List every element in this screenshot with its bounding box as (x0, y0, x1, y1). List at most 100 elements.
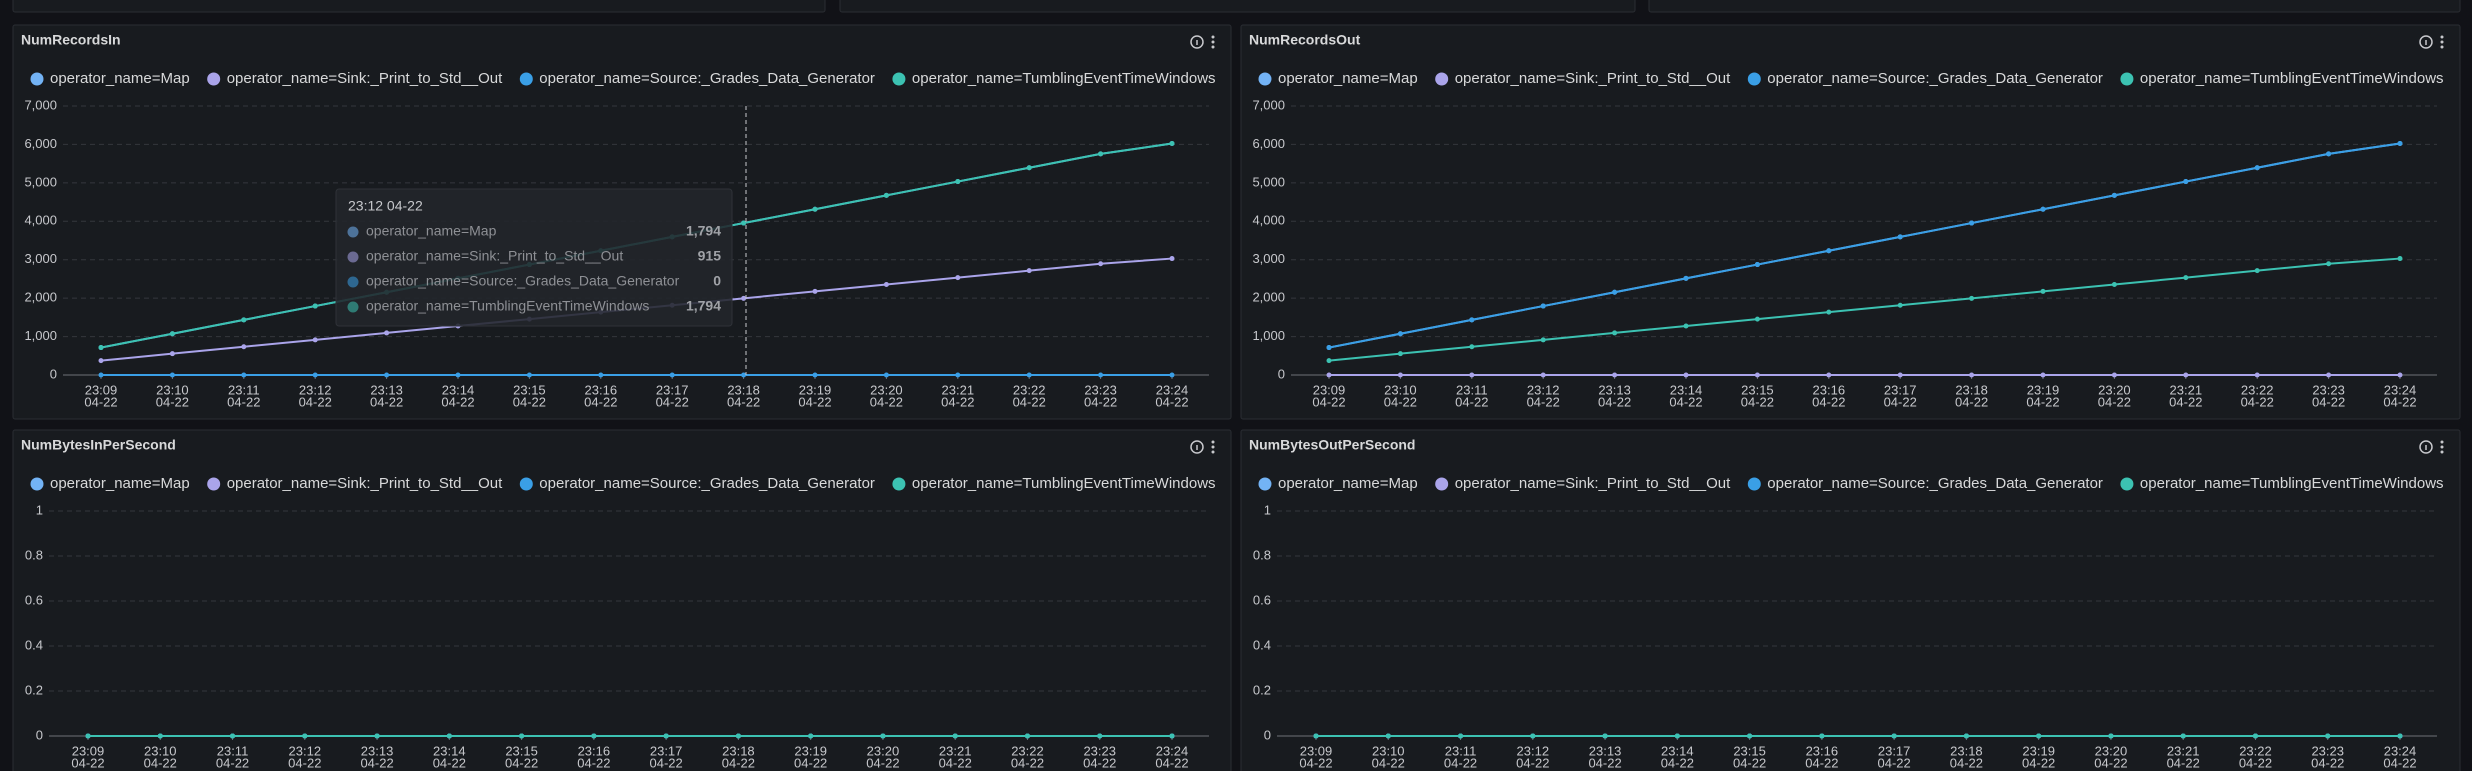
data-point (241, 344, 247, 350)
menu-icon[interactable] (2440, 450, 2444, 454)
data-point (2040, 288, 2046, 294)
y-tick-label: 1 (36, 502, 43, 517)
info-icon[interactable] (1190, 440, 1204, 454)
legend-label[interactable]: operator_name=Map (1278, 475, 1418, 492)
x-tick-label: 04-22 (1955, 394, 1988, 409)
x-tick-label: 23:22 (1013, 382, 1046, 397)
x-tick-label: 04-22 (794, 755, 827, 770)
data-point (1612, 289, 1618, 295)
legend-marker[interactable] (2120, 72, 2134, 86)
legend-marker[interactable] (1435, 477, 1449, 491)
legend-marker[interactable] (519, 477, 533, 491)
legend-label[interactable]: operator_name=Sink:_Print_to_Std__Out (227, 475, 503, 492)
legend-marker[interactable] (892, 72, 906, 86)
legend-label[interactable]: operator_name=TumblingEventTimeWindows (2140, 475, 2444, 492)
x-tick-label: 04-22 (866, 755, 899, 770)
data-point (1097, 733, 1103, 739)
data-point (735, 733, 741, 739)
x-tick-label: 23:12 (289, 743, 322, 758)
menu-icon[interactable] (2440, 445, 2444, 449)
y-tick-label: 0 (50, 366, 57, 381)
legend-marker[interactable] (1258, 477, 1272, 491)
legend-marker[interactable] (1435, 72, 1449, 86)
x-tick-label: 04-22 (1588, 755, 1621, 770)
y-tick-label: 1,000 (1252, 328, 1285, 343)
x-tick-label: 04-22 (584, 394, 617, 409)
y-tick-label: 0.2 (25, 682, 43, 697)
menu-icon[interactable] (2440, 40, 2444, 44)
legend-marker[interactable] (1258, 72, 1272, 86)
data-point (2326, 151, 2332, 157)
data-point (883, 282, 889, 288)
x-tick-label: 23:10 (1372, 743, 1405, 758)
x-tick-label: 23:10 (144, 743, 177, 758)
x-tick-label: 04-22 (1155, 394, 1188, 409)
menu-icon[interactable] (2440, 440, 2444, 444)
x-tick-label: 23:19 (2027, 382, 2060, 397)
data-point (2111, 372, 2117, 378)
data-point (2397, 141, 2403, 147)
legend-label[interactable]: operator_name=Source:_Grades_Data_Genera… (539, 475, 875, 492)
legend-marker[interactable] (2120, 477, 2134, 491)
legend-marker[interactable] (892, 477, 906, 491)
legend-label[interactable]: operator_name=Source:_Grades_Data_Genera… (1767, 70, 2103, 87)
info-icon[interactable] (2419, 440, 2433, 454)
legend-label[interactable]: operator_name=Sink:_Print_to_Std__Out (1455, 475, 1731, 492)
panel: NumRecordsOut operator_name=Map operator_n… (1240, 24, 2461, 420)
data-point (1754, 262, 1760, 268)
legend-label[interactable]: operator_name=Map (50, 475, 190, 492)
x-tick-label: 23:14 (433, 743, 466, 758)
menu-icon[interactable] (1211, 450, 1215, 454)
x-tick-label: 23:15 (1741, 382, 1774, 397)
legend-label[interactable]: operator_name=TumblingEventTimeWindows (912, 475, 1216, 492)
x-tick-label: 04-22 (1733, 755, 1766, 770)
legend-marker[interactable] (1747, 477, 1761, 491)
data-point (1747, 733, 1753, 739)
menu-icon[interactable] (2440, 35, 2444, 39)
legend-marker[interactable] (207, 477, 221, 491)
data-point (1891, 733, 1897, 739)
x-tick-label: 04-22 (2169, 394, 2202, 409)
x-tick-label: 23:18 (727, 382, 760, 397)
x-tick-label: 04-22 (1384, 394, 1417, 409)
data-point (1469, 344, 1475, 350)
info-icon[interactable] (1190, 35, 1204, 49)
panel-background (1240, 24, 2461, 420)
legend-label[interactable]: operator_name=Source:_Grades_Data_Genera… (539, 70, 875, 87)
legend-label[interactable]: operator_name=TumblingEventTimeWindows (912, 70, 1216, 87)
legend-marker[interactable] (1747, 72, 1761, 86)
menu-icon[interactable] (1211, 440, 1215, 444)
menu-icon[interactable] (1211, 35, 1215, 39)
legend-label[interactable]: operator_name=Source:_Grades_Data_Genera… (1767, 475, 2103, 492)
x-tick-label: 04-22 (299, 394, 332, 409)
menu-icon[interactable] (1211, 45, 1215, 49)
x-tick-label: 23:12 (1527, 382, 1560, 397)
y-tick-label: 0 (1264, 727, 1271, 742)
info-icon[interactable] (2419, 35, 2433, 49)
legend-marker[interactable] (30, 477, 44, 491)
menu-icon[interactable] (1211, 445, 1215, 449)
x-tick-label: 04-22 (2094, 755, 2127, 770)
tooltip-title: 23:12 04-22 (348, 198, 423, 214)
legend-marker[interactable] (519, 72, 533, 86)
legend-label[interactable]: operator_name=Map (1278, 70, 1418, 87)
legend-label[interactable]: operator_name=Map (50, 70, 190, 87)
x-tick-label: 23:20 (867, 743, 900, 758)
x-tick-label: 23:16 (585, 382, 618, 397)
legend-marker[interactable] (207, 72, 221, 86)
legend-marker[interactable] (30, 72, 44, 86)
legend-label[interactable]: operator_name=Sink:_Print_to_Std__Out (1455, 70, 1731, 87)
x-tick-label: 23:15 (505, 743, 538, 758)
x-tick-label: 23:14 (1670, 382, 1703, 397)
menu-icon[interactable] (2440, 45, 2444, 49)
tooltip-label: operator_name=Map (366, 223, 497, 239)
legend-label[interactable]: operator_name=TumblingEventTimeWindows (2140, 70, 2444, 87)
tooltip: 23:12 04-22 operator_name=Map 1,794 operato… (335, 188, 733, 327)
y-tick-label: 2,000 (24, 290, 57, 305)
x-tick-label: 04-22 (71, 755, 104, 770)
menu-icon[interactable] (1211, 40, 1215, 44)
x-tick-label: 04-22 (1878, 755, 1911, 770)
x-tick-label: 04-22 (288, 755, 321, 770)
legend-label[interactable]: operator_name=Sink:_Print_to_Std__Out (227, 70, 503, 87)
